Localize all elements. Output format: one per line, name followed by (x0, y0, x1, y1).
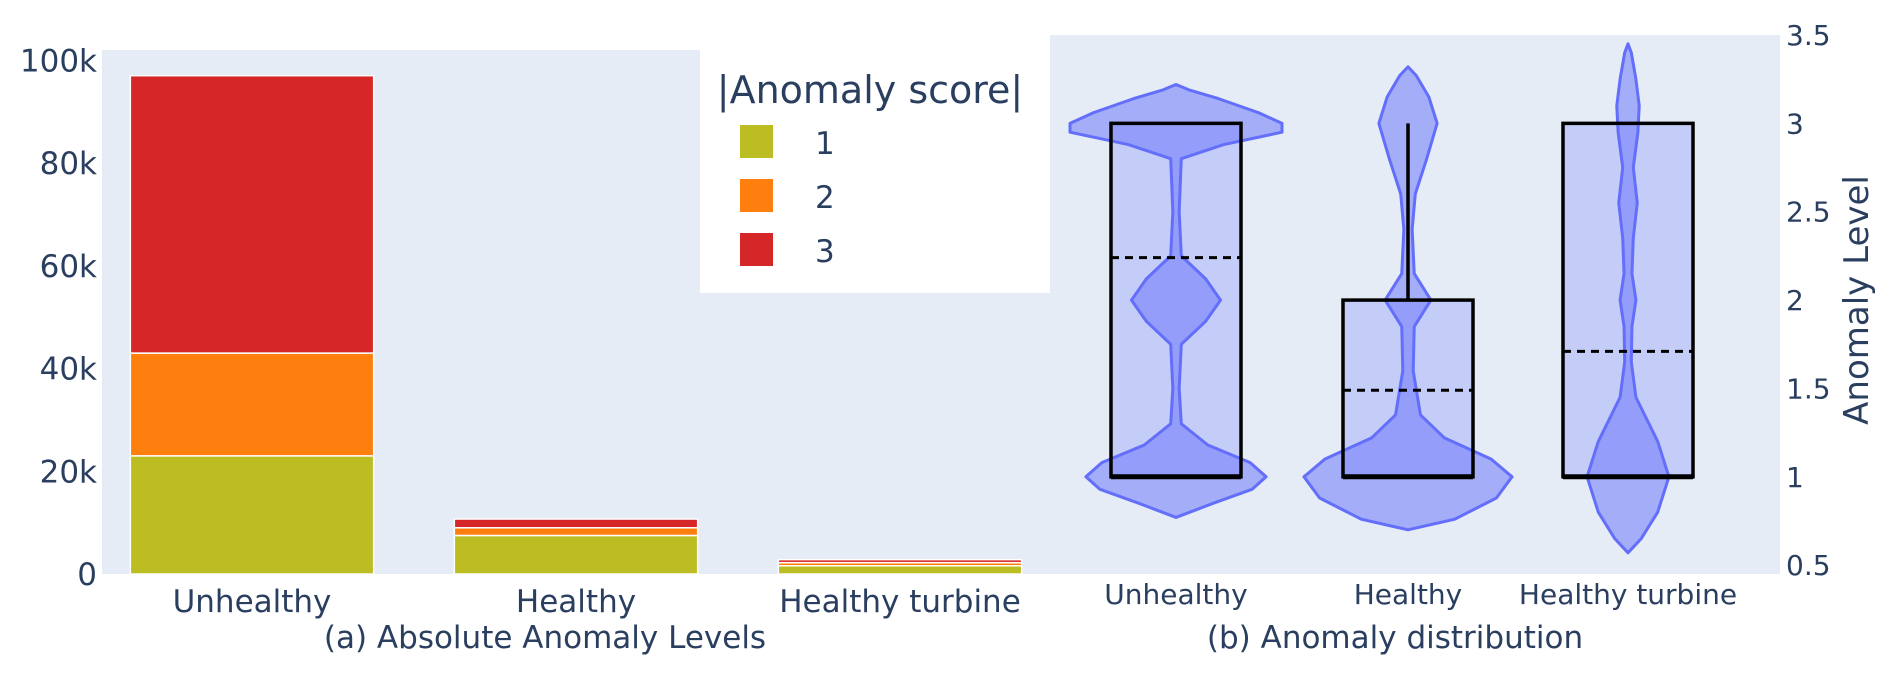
y-tick-label-a: 0 (77, 557, 97, 593)
bar-unhealthy-score-1 (129, 455, 375, 575)
chart-absolute-anomaly-levels: 0 20k 40k 60k 80k 100k Unhealthy Healthy Health… (20, 43, 1050, 656)
bar-unhealthy-score-3 (129, 74, 375, 354)
legend-title: |Anomaly score| (717, 68, 1023, 113)
x-tick-label-a: Healthy (516, 584, 636, 620)
y-tick-label-a: 40k (40, 352, 97, 388)
legend-swatch-3 (740, 233, 773, 266)
y-tick-label-b: 1 (1786, 461, 1804, 494)
x-tick-label-b: Healthy turbine (1519, 578, 1737, 611)
bar-unhealthy-score-2 (129, 352, 375, 457)
x-tick-label-a: Unhealthy (173, 584, 332, 620)
y-tick-label-b: 0.5 (1786, 549, 1831, 582)
box-healthy-turbine (1561, 121, 1695, 479)
violin-unhealthy (1068, 82, 1284, 519)
legend-label-1: 1 (815, 126, 835, 162)
y-tick-label-a: 20k (40, 454, 97, 490)
y-axis-label-b: Anomaly Level (1837, 175, 1877, 425)
y-tick-label-a: 80k (40, 146, 97, 182)
legend-label-3: 3 (815, 234, 835, 270)
y-tick-label-a: 100k (20, 43, 97, 79)
x-tick-label-b: Healthy (1354, 578, 1463, 611)
x-tick-label-a: Healthy turbine (779, 584, 1021, 620)
violin-healthy-turbine (1585, 42, 1671, 555)
bar-healthy-score-3 (453, 518, 699, 529)
y-tick-label-b: 2.5 (1786, 196, 1831, 229)
x-tick-label-b: Unhealthy (1104, 578, 1247, 611)
y-tick-label-b: 3 (1786, 107, 1804, 140)
bar-healthy-turbine-score-1 (777, 565, 1023, 575)
box-healthy (1341, 298, 1475, 479)
bar-healthy-score-1 (453, 534, 699, 575)
caption-a: (a) Absolute Anomaly Levels (324, 620, 766, 656)
legend-label-2: 2 (815, 180, 835, 216)
legend-swatch-1 (740, 125, 773, 158)
bar-healthy-score-2 (453, 527, 699, 537)
bar-healthy-turbine-score-3 (777, 558, 1023, 564)
chart-anomaly-distribution: 0.5 1 1.5 2 2.5 3 3.5 Unhealthy Healthy Healthy … (1050, 19, 1877, 656)
y-tick-label-b: 1.5 (1786, 372, 1831, 405)
legend-swatch-2 (740, 179, 773, 212)
y-tick-label-b: 2 (1786, 284, 1804, 317)
legend: |Anomaly score| 1 2 3 (700, 48, 1050, 293)
caption-b: (b) Anomaly distribution (1207, 620, 1583, 656)
y-tick-label-a: 60k (40, 249, 97, 285)
y-tick-label-b: 3.5 (1786, 19, 1831, 52)
box-unhealthy (1109, 121, 1243, 479)
